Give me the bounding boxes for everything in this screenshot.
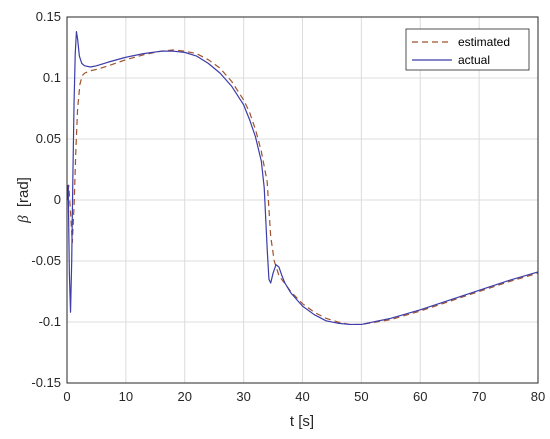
y-tick-labels: -0.15 -0.1 -0.05 0 0.05 0.1 0.15 [31, 9, 61, 390]
x-axis-label: t [s] [290, 413, 314, 430]
y-axis-unit: [rad] [15, 177, 32, 207]
plot-frame [66, 16, 539, 384]
y-tick-label: 0.1 [43, 70, 61, 85]
series-layer [66, 31, 539, 326]
y-tick-label: 0.05 [36, 131, 61, 146]
legend-label-estimated: estimated [458, 35, 510, 49]
legend-box [405, 28, 530, 71]
y-tick-label: -0.15 [31, 375, 61, 390]
y-tick-label: -0.05 [31, 253, 61, 268]
x-tick-label: 40 [295, 389, 309, 404]
x-tick-label: 70 [472, 389, 486, 404]
x-tick-label: 60 [413, 389, 427, 404]
y-tick-label: 0.15 [36, 9, 61, 24]
legend-label-actual: actual [458, 53, 490, 67]
x-tick-labels: 0 10 20 30 40 50 60 70 80 [63, 389, 545, 404]
y-tick-label: -0.1 [39, 314, 61, 329]
x-tick-label: 80 [531, 389, 545, 404]
y-tick-label: 0 [54, 192, 61, 207]
x-tick-label: 0 [63, 389, 70, 404]
series-line-actual [66, 31, 539, 326]
x-tick-label: 30 [236, 389, 250, 404]
y-axis-label: β [rad] [15, 177, 32, 224]
x-tick-label: 20 [178, 389, 192, 404]
x-tick-label: 10 [119, 389, 133, 404]
y-axis-symbol: β [16, 215, 32, 224]
x-tick-label: 50 [354, 389, 368, 404]
legend: estimated actual [405, 28, 530, 71]
